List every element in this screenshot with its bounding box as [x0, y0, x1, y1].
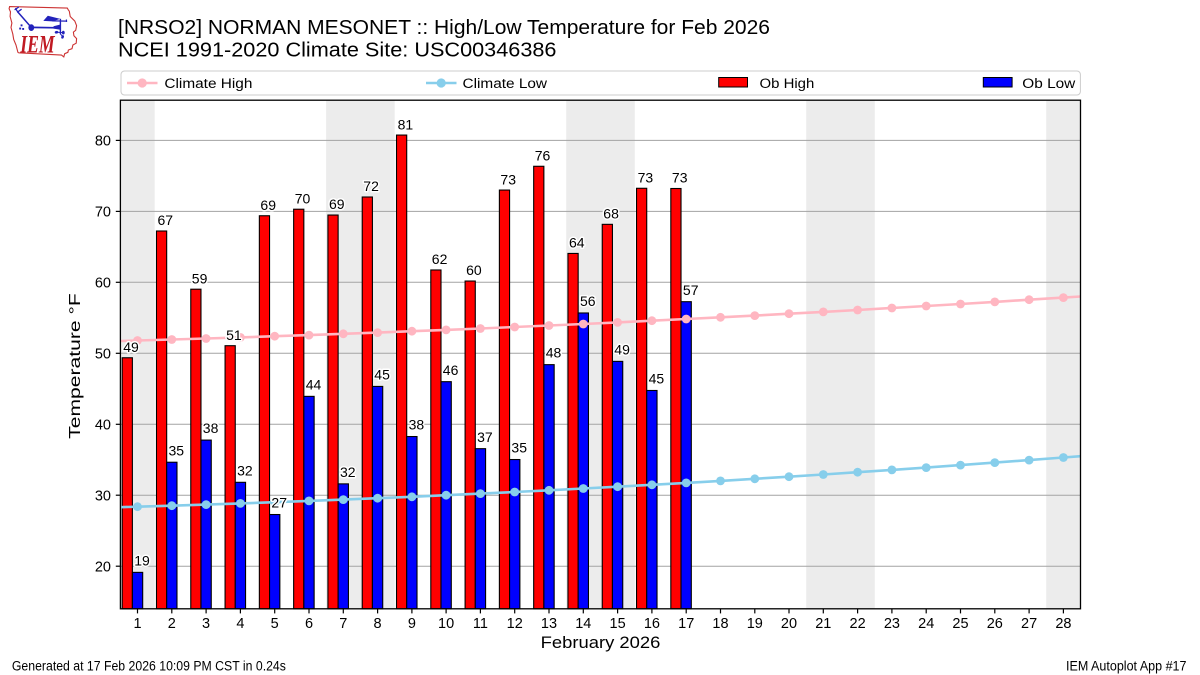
svg-text:24: 24: [918, 616, 934, 632]
svg-text:27: 27: [271, 495, 287, 511]
svg-text:67: 67: [158, 212, 174, 228]
svg-text:IEM Autoplot App #17: IEM Autoplot App #17: [1066, 659, 1187, 674]
svg-text:27: 27: [1021, 616, 1037, 632]
svg-text:22: 22: [850, 616, 866, 632]
svg-text:45: 45: [649, 371, 665, 387]
svg-text:44: 44: [306, 377, 322, 393]
svg-text:69: 69: [329, 196, 345, 212]
svg-text:37: 37: [477, 429, 493, 445]
svg-text:11: 11: [473, 616, 488, 632]
svg-text:8: 8: [374, 616, 382, 632]
svg-text:40: 40: [95, 417, 111, 433]
svg-text:3: 3: [202, 616, 210, 632]
svg-text:6: 6: [305, 616, 313, 632]
svg-text:51: 51: [226, 327, 242, 343]
svg-text:38: 38: [203, 420, 219, 436]
svg-text:62: 62: [432, 251, 448, 267]
svg-text:60: 60: [95, 275, 111, 291]
svg-text:68: 68: [603, 206, 619, 222]
svg-text:10: 10: [438, 616, 454, 632]
svg-text:Ob High: Ob High: [760, 76, 815, 91]
svg-text:48: 48: [546, 345, 562, 361]
svg-text:IEM: IEM: [19, 31, 55, 58]
svg-text:81: 81: [398, 116, 414, 132]
svg-text:Ob Low: Ob Low: [1022, 76, 1075, 91]
svg-text:56: 56: [580, 293, 596, 309]
svg-text:16: 16: [644, 616, 660, 632]
svg-text:Climate High: Climate High: [164, 76, 252, 91]
svg-text:17: 17: [678, 616, 694, 632]
svg-text:46: 46: [443, 362, 459, 378]
svg-text:Temperature °F: Temperature °F: [67, 293, 84, 439]
svg-text:February 2026: February 2026: [541, 634, 661, 652]
svg-text:35: 35: [511, 440, 527, 456]
svg-text:23: 23: [884, 616, 900, 632]
svg-text:50: 50: [95, 346, 111, 362]
svg-text:2: 2: [168, 616, 176, 632]
svg-text:60: 60: [466, 262, 482, 278]
svg-text:9: 9: [408, 616, 416, 632]
svg-text:13: 13: [541, 616, 557, 632]
svg-text:73: 73: [638, 170, 654, 186]
svg-text:Climate Low: Climate Low: [463, 76, 548, 91]
svg-text:72: 72: [363, 178, 379, 194]
svg-text:80: 80: [95, 134, 111, 150]
svg-text:NCEI 1991-2020 Climate Site: U: NCEI 1991-2020 Climate Site: USC00346386: [118, 40, 557, 62]
svg-text:19: 19: [747, 616, 763, 632]
svg-text:19: 19: [134, 553, 150, 569]
svg-text:45: 45: [374, 367, 390, 383]
svg-text:4: 4: [236, 616, 244, 632]
svg-text:73: 73: [500, 171, 516, 187]
svg-text:38: 38: [409, 417, 425, 433]
svg-text:15: 15: [610, 616, 626, 632]
svg-text:30: 30: [95, 488, 111, 504]
svg-text:32: 32: [340, 464, 356, 480]
svg-text:20: 20: [781, 616, 797, 632]
svg-text:[NRSO2] NORMAN MESONET :: High: [NRSO2] NORMAN MESONET :: High/Low Tempe…: [118, 17, 770, 39]
svg-text:25: 25: [952, 616, 968, 632]
svg-text:70: 70: [295, 190, 311, 206]
svg-text:57: 57: [683, 282, 699, 298]
svg-text:64: 64: [569, 235, 585, 251]
svg-text:76: 76: [535, 148, 551, 164]
svg-text:Generated at 17 Feb 2026 10:09: Generated at 17 Feb 2026 10:09 PM CST in…: [12, 658, 286, 673]
svg-text:35: 35: [169, 442, 185, 458]
svg-text:5: 5: [271, 616, 279, 632]
svg-text:49: 49: [614, 342, 630, 358]
svg-text:12: 12: [507, 616, 523, 632]
svg-text:28: 28: [1055, 616, 1071, 632]
svg-text:20: 20: [95, 559, 111, 575]
svg-text:18: 18: [712, 616, 728, 632]
svg-text:14: 14: [575, 616, 591, 632]
svg-text:1: 1: [133, 616, 141, 632]
svg-text:73: 73: [672, 170, 688, 186]
svg-text:70: 70: [95, 205, 111, 221]
svg-text:69: 69: [260, 197, 276, 213]
svg-text:32: 32: [237, 462, 253, 478]
svg-text:59: 59: [192, 270, 208, 286]
svg-text:26: 26: [987, 616, 1003, 632]
svg-text:21: 21: [815, 616, 831, 632]
svg-text:49: 49: [123, 339, 139, 355]
svg-text:7: 7: [339, 616, 347, 632]
